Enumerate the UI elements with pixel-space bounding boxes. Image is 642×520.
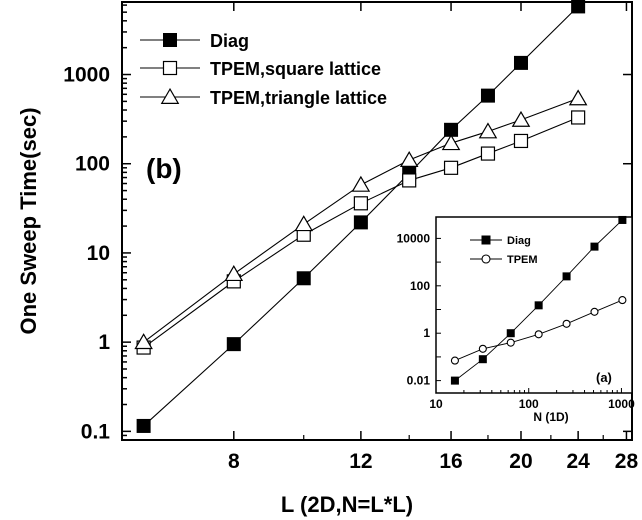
data-point (443, 160, 459, 175)
legend-marker (162, 60, 178, 76)
data-point (480, 146, 496, 161)
main-plot: 0.1 1 10 100 1000 8 12 16 20 24 28 L (2D,N=L*L) One … (16, 0, 638, 517)
inset-data-point (478, 355, 487, 364)
y-tick-label: 10 (87, 242, 110, 265)
inset-x-tick-label: 1000 (608, 397, 635, 411)
data-point (134, 333, 153, 350)
panel-label-b: (b) (146, 153, 182, 184)
x-tick-label: 16 (439, 450, 462, 473)
inset-plot: 0.01 1 100 10000 10 100 1000 N (1D) (a) Diag TPEM (397, 215, 635, 424)
y-tick-label: 100 (75, 153, 110, 176)
inset-legend-label: TPEM (507, 254, 538, 266)
inset-y-tick-label: 100 (410, 279, 430, 293)
inset-frame (435, 216, 633, 394)
inset-data-point (534, 330, 543, 339)
data-point (571, 0, 586, 14)
legend-label: TPEM,square lattice (210, 59, 381, 79)
inset-y-tick-label: 1 (423, 326, 430, 340)
data-point (226, 337, 241, 352)
data-point (511, 110, 531, 127)
data-point (480, 88, 495, 103)
legend-label: TPEM,triangle lattice (210, 88, 387, 108)
data-point (224, 264, 244, 282)
inset-data-point (590, 307, 599, 316)
y-axis-title: One Sweep Time(sec) (16, 107, 41, 334)
x-tick-label: 8 (228, 450, 240, 473)
data-point (136, 418, 151, 433)
inset-y-tick-label: 10000 (397, 231, 431, 245)
inset-x-tick-label: 100 (519, 397, 539, 411)
inset-data-point (506, 329, 515, 338)
data-point (353, 196, 368, 211)
inset-data-point (450, 356, 459, 365)
inset-legend-marker (481, 254, 491, 264)
inset-data-point (562, 272, 571, 281)
data-point (399, 150, 419, 168)
inset-data-point (618, 296, 627, 305)
data-point (571, 110, 586, 125)
inset-x-tick-label: 10 (429, 397, 443, 411)
inset-data-point (506, 338, 515, 347)
inset-data-point (618, 215, 627, 224)
x-tick-label: 28 (615, 450, 639, 473)
y-tick-label: 1 (98, 331, 110, 354)
x-tick-label: 12 (349, 450, 372, 473)
data-point (513, 55, 528, 70)
data-point (402, 173, 417, 188)
legend-marker (160, 87, 180, 104)
data-point (513, 133, 529, 149)
data-point (478, 122, 498, 139)
legend-label: Diag (210, 31, 249, 51)
panel-label-a: (a) (596, 370, 612, 385)
legend-marker (163, 33, 177, 47)
data-point (441, 134, 461, 151)
inset-data-point (562, 319, 571, 328)
inset-x-axis-title: N (1D) (533, 410, 568, 424)
data-point (351, 175, 371, 192)
x-tick-label: 20 (509, 450, 532, 473)
inset-data-point (590, 242, 599, 251)
y-tick-label: 0.1 (81, 420, 111, 443)
inset-data-point (478, 344, 487, 353)
inset-legend-marker (481, 235, 491, 245)
x-axis-title: L (2D,N=L*L) (281, 492, 413, 517)
data-point (353, 215, 368, 230)
data-point (294, 215, 314, 232)
inset-y-tick-label: 0.01 (407, 374, 431, 388)
inset-data-point (450, 376, 459, 385)
data-point (568, 89, 588, 106)
data-point (296, 271, 311, 286)
inset-data-point (534, 301, 543, 310)
inset-legend-label: Diag (507, 235, 531, 247)
x-tick-label: 24 (566, 450, 590, 473)
y-tick-label: 1000 (63, 64, 110, 87)
